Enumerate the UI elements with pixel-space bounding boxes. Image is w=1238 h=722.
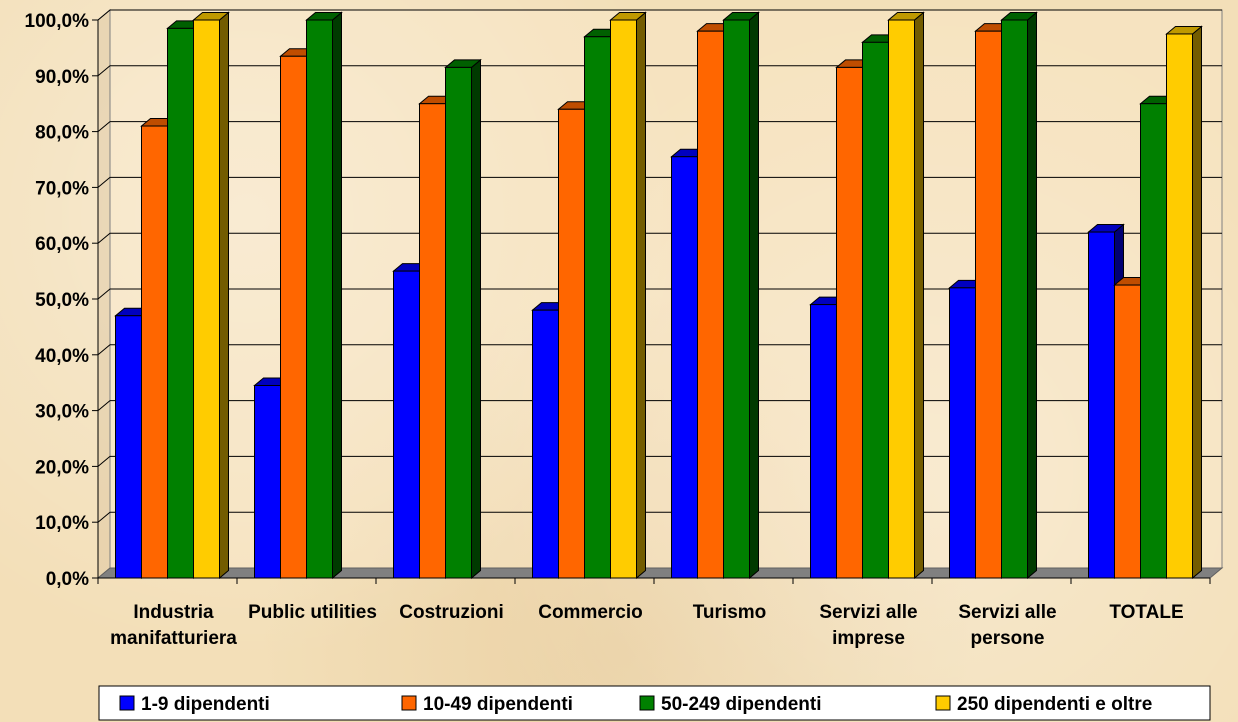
- bar: [1000, 11, 1038, 580]
- bar-front: [671, 156, 698, 579]
- bar-side: [332, 11, 342, 580]
- bar: [887, 11, 925, 580]
- bar-side: [636, 11, 646, 580]
- x-tick-label: Commercio: [538, 602, 643, 623]
- bar-front: [697, 30, 724, 579]
- bar-front: [1088, 231, 1115, 579]
- legend-swatch: [401, 695, 417, 711]
- legend-label: 1-9 dipendenti: [141, 694, 270, 715]
- y-tick-label: 70,0%: [35, 178, 89, 199]
- x-axis: Industria manifatturiera Public utilities C…: [97, 577, 1211, 649]
- bar-front: [862, 41, 889, 579]
- bar: [1165, 25, 1203, 580]
- y-tick-label: 80,0%: [35, 123, 89, 144]
- bar-front: [888, 19, 915, 579]
- legend-swatch: [639, 695, 655, 711]
- bar-front: [949, 287, 976, 579]
- bar-front: [419, 103, 446, 579]
- x-tick-label: Industria manifatturiera: [110, 602, 237, 649]
- y-tick-label: 40,0%: [35, 346, 89, 367]
- bar-front: [445, 66, 472, 579]
- bar: [192, 11, 230, 580]
- bar-side: [219, 11, 229, 580]
- bar: [305, 11, 343, 580]
- y-tick-label: 100,0%: [25, 11, 90, 32]
- bar: [609, 11, 647, 580]
- y-tick-label: 0,0%: [46, 569, 89, 590]
- bar-front: [532, 309, 559, 579]
- bar: [722, 11, 760, 580]
- y-tick-label: 10,0%: [35, 513, 89, 534]
- bar-front: [1001, 19, 1028, 579]
- legend: 1-9 dipendenti 10-49 dipendenti 50-249 dip…: [98, 685, 1211, 721]
- bar-front: [115, 315, 142, 579]
- y-tick-label: 30,0%: [35, 402, 89, 423]
- bar-side: [1192, 25, 1202, 580]
- bar-front: [280, 55, 307, 579]
- bar-front: [1140, 103, 1167, 579]
- y-tick-label: 60,0%: [35, 234, 89, 255]
- bars: [114, 11, 1203, 580]
- y-tick-label: 50,0%: [35, 290, 89, 311]
- bar-front: [1114, 284, 1141, 579]
- legend-label: 10-49 dipendenti: [423, 694, 573, 715]
- bar-front: [306, 19, 333, 579]
- x-tick-label: Costruzioni: [399, 602, 504, 623]
- x-tick-label: Turismo: [693, 602, 767, 623]
- bar-front: [810, 304, 837, 579]
- bar-front: [254, 384, 281, 579]
- bar-front: [167, 27, 194, 579]
- bar-side: [749, 11, 759, 580]
- bar-side: [914, 11, 924, 580]
- bar-side: [1027, 11, 1037, 580]
- gridline: [97, 9, 1222, 21]
- y-tick-label: 90,0%: [35, 67, 89, 88]
- legend-swatch: [935, 695, 951, 711]
- x-tick-label: Public utilities: [248, 602, 377, 623]
- bar: [444, 58, 482, 580]
- bar-front: [723, 19, 750, 579]
- x-tick-label: Servizi alle persone: [958, 602, 1056, 649]
- bar-front: [193, 19, 220, 579]
- bar-front: [393, 270, 420, 579]
- bar-front: [584, 36, 611, 579]
- bar-front: [610, 19, 637, 579]
- bar-front: [836, 66, 863, 579]
- bar-front: [141, 125, 168, 579]
- legend-label: 50-249 dipendenti: [661, 694, 822, 715]
- legend-label: 250 dipendenti e oltre: [957, 694, 1152, 715]
- x-tick-label: TOTALE: [1109, 602, 1183, 623]
- bar-front: [558, 108, 585, 579]
- bar-front: [975, 30, 1002, 579]
- bar-side: [471, 58, 481, 580]
- x-tick-label: Servizi alle imprese: [819, 602, 917, 649]
- bar-front: [1166, 33, 1193, 579]
- legend-swatch: [119, 695, 135, 711]
- y-axis: 0,0% 10,0% 20,0% 30,0% 40,0% 50,0% 60,0% 70,0% 8…: [25, 11, 99, 590]
- y-tick-label: 20,0%: [35, 457, 89, 478]
